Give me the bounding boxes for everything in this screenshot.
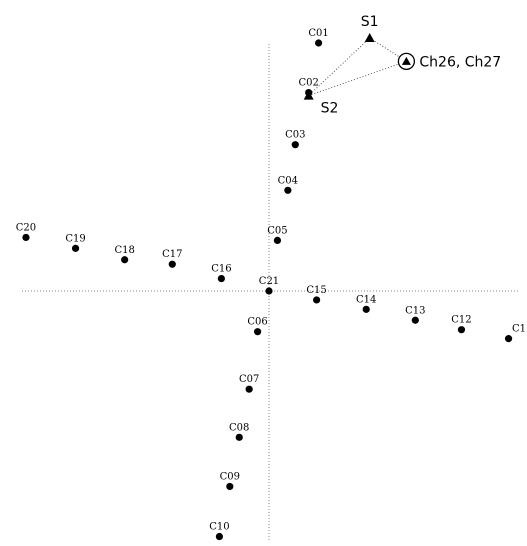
point-label-c03: C03 (285, 130, 305, 141)
point-label-c14: C14 (356, 294, 376, 305)
point-c15 (313, 296, 321, 304)
point-c12 (457, 326, 466, 334)
triangle-point-s2 (303, 90, 314, 100)
point-c18 (121, 256, 129, 264)
link-s2-ch26-ch27 (308, 60, 407, 97)
point-label-c09: C09 (220, 471, 240, 482)
point-c08 (235, 433, 243, 441)
point-c06 (253, 328, 262, 336)
link-lines (308, 37, 407, 97)
point-c09 (226, 482, 234, 491)
point-label-c15: C15 (306, 285, 326, 296)
link-s1-s2 (308, 37, 371, 96)
point-c1 (504, 335, 513, 343)
point-c20 (22, 233, 30, 242)
point-label-c04: C04 (278, 175, 298, 186)
point-label-c16: C16 (211, 264, 231, 275)
point-label-c19: C19 (65, 233, 85, 244)
point-c16 (217, 275, 225, 283)
point-label-c02: C02 (298, 78, 318, 89)
point-c07 (245, 385, 253, 393)
point-c03 (291, 141, 299, 149)
point-label-c20: C20 (16, 222, 36, 233)
point-label-c13: C13 (405, 305, 425, 316)
point-label-c1: C1 (512, 324, 526, 335)
point-label-s2: S2 (321, 101, 339, 117)
point-label-c18: C18 (114, 245, 134, 256)
point-label-c01: C01 (308, 28, 328, 39)
circled-point-triangle-ch26-ch27 (401, 56, 411, 65)
point-c21 (265, 287, 273, 295)
point-label-s1: S1 (361, 14, 379, 30)
point-label-c08: C08 (229, 422, 249, 433)
point-c04 (284, 186, 292, 194)
point-c05 (273, 236, 282, 245)
point-c01 (315, 39, 323, 47)
point-c19 (71, 244, 80, 252)
point-c10 (215, 532, 223, 541)
point-c17 (168, 260, 176, 268)
point-label-c06: C06 (247, 317, 267, 328)
point-c13 (411, 316, 419, 324)
point-label-c12: C12 (451, 315, 471, 326)
point-label-c21: C21 (259, 276, 279, 287)
point-label-c05: C05 (267, 225, 287, 236)
point-label-ch26-ch27: Ch26, Ch27 (419, 54, 501, 70)
point-label-c10: C10 (209, 522, 229, 533)
point-c14 (362, 305, 370, 313)
point-label-c07: C07 (239, 374, 259, 385)
chart-marks: C01 C02 C03 C04 C05 C21 C06 C07 C08 C09 C10 C15 C14 C… (16, 14, 526, 541)
triangle-point-s1 (364, 33, 375, 43)
point-label-c17: C17 (162, 249, 182, 260)
